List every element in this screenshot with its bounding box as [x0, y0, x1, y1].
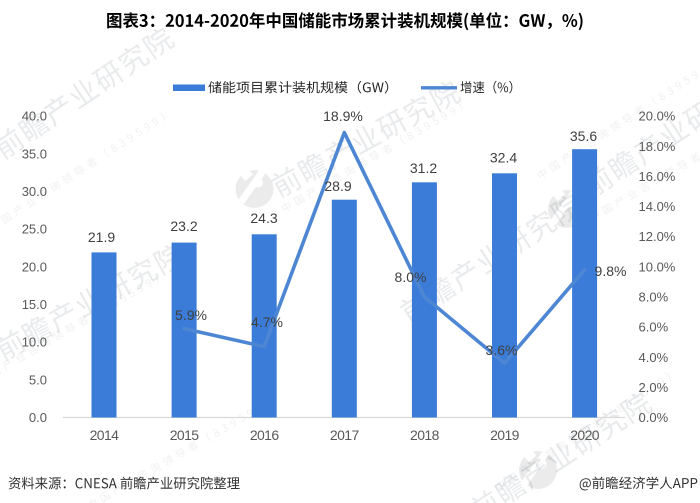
svg-text:3.6%: 3.6%: [486, 342, 518, 358]
svg-text:20.0%: 20.0%: [639, 109, 676, 124]
svg-text:40.0: 40.0: [22, 109, 47, 124]
svg-text:4.0%: 4.0%: [639, 350, 669, 365]
svg-text:14.0%: 14.0%: [639, 199, 676, 214]
svg-text:5.9%: 5.9%: [175, 307, 207, 323]
svg-text:28.9: 28.9: [324, 178, 351, 194]
svg-text:35.6: 35.6: [570, 128, 597, 144]
svg-text:31.2: 31.2: [410, 160, 437, 176]
svg-text:30.0: 30.0: [22, 184, 47, 199]
svg-text:0.0: 0.0: [29, 410, 47, 425]
svg-text:2017: 2017: [330, 427, 360, 443]
svg-text:4.7%: 4.7%: [251, 314, 283, 330]
svg-text:2020: 2020: [570, 427, 600, 443]
svg-text:2015: 2015: [170, 427, 200, 443]
svg-text:0.0%: 0.0%: [639, 410, 669, 425]
svg-text:21.9: 21.9: [88, 229, 115, 245]
svg-text:10.0: 10.0: [22, 335, 47, 350]
svg-text:2018: 2018: [410, 427, 440, 443]
svg-text:32.4: 32.4: [490, 150, 517, 166]
svg-text:15.0: 15.0: [22, 297, 47, 312]
svg-text:16.0%: 16.0%: [639, 169, 676, 184]
svg-text:8.0%: 8.0%: [395, 269, 427, 285]
svg-text:5.0: 5.0: [29, 372, 47, 387]
svg-text:24.3: 24.3: [250, 210, 277, 226]
svg-text:6.0%: 6.0%: [639, 320, 669, 335]
svg-text:18.9%: 18.9%: [323, 108, 363, 124]
svg-text:8.0%: 8.0%: [639, 290, 669, 305]
svg-text:2019: 2019: [490, 427, 520, 443]
svg-text:2016: 2016: [250, 427, 280, 443]
svg-text:9.8%: 9.8%: [595, 263, 627, 279]
svg-text:20.0: 20.0: [22, 259, 47, 274]
svg-text:2014: 2014: [90, 427, 120, 443]
svg-text:35.0: 35.0: [22, 146, 47, 161]
svg-text:10.0%: 10.0%: [639, 259, 676, 274]
svg-text:12.0%: 12.0%: [639, 229, 676, 244]
svg-text:18.0%: 18.0%: [639, 139, 676, 154]
svg-text:2.0%: 2.0%: [639, 380, 669, 395]
svg-text:25.0: 25.0: [22, 222, 47, 237]
svg-text:23.2: 23.2: [170, 218, 197, 234]
